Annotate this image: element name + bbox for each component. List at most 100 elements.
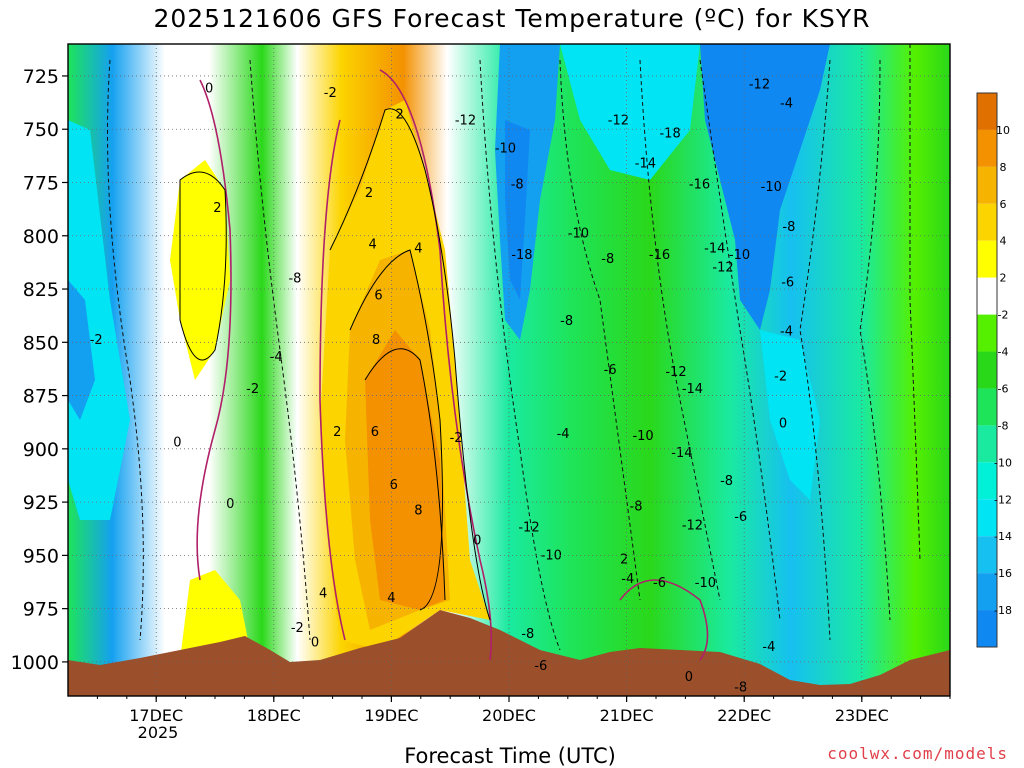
zero-contour-3	[319, 119, 346, 641]
field-warm-pocket-1	[170, 160, 230, 380]
contour-label: -12	[518, 521, 539, 536]
colorbar-label: -6	[998, 382, 1009, 395]
contour-label: -8	[782, 220, 795, 235]
colorbar-swatch	[977, 203, 997, 241]
x-tick-label: 19DEC	[364, 706, 418, 725]
x-axis-title: Forecast Time (UTC)	[404, 744, 616, 768]
contour-label: 8	[414, 504, 422, 519]
contour-label: -14	[635, 156, 656, 171]
colorbar-swatch	[977, 129, 997, 167]
contour-label: -4	[762, 640, 775, 655]
colorbar-swatch	[977, 93, 997, 130]
pos-contour-2	[349, 249, 443, 611]
x-axis-year-label: 2025	[138, 723, 179, 742]
neg-contour-8	[859, 59, 891, 621]
colorbar-label: 2	[1000, 272, 1007, 285]
colorbar-swatch	[977, 240, 997, 278]
colorbar: 10 8 6 4 2 -2 -4 -6 -8 -10 -12 -14 -16 -18	[976, 92, 1012, 648]
contour-label: -2	[450, 431, 463, 446]
grid	[68, 44, 950, 696]
contour-label: -10	[761, 180, 782, 195]
contour-label: -2	[90, 333, 103, 348]
y-tick-label: 950	[23, 545, 59, 567]
y-tick-label: 1000	[11, 652, 59, 674]
pos-contour-3	[364, 348, 446, 601]
colorbar-label: 6	[1000, 198, 1007, 211]
contour-label: -12	[665, 365, 686, 380]
contour-label: 2	[333, 425, 341, 440]
y-tick-label: 850	[23, 332, 59, 354]
contour-label: 0	[779, 416, 787, 431]
contour-label: -14	[682, 382, 703, 397]
contour-label: -18	[511, 248, 532, 263]
y-tick-label: 725	[23, 66, 59, 88]
colorbar-swatch	[977, 536, 997, 574]
contour-label: -8	[720, 474, 733, 489]
contour-label: -12	[455, 114, 476, 129]
contour-label: 0	[685, 670, 693, 685]
colorbar-swatch	[977, 425, 997, 463]
contour-label: -8	[521, 627, 534, 642]
zero-contour-1	[196, 79, 232, 581]
colorbar-label: -12	[994, 493, 1012, 506]
contour-label: -2	[246, 382, 259, 397]
contour-label: -4	[621, 572, 634, 587]
x-tick-label: 22DEC	[717, 706, 771, 725]
contour-label: -12	[712, 261, 733, 276]
contour-label: 4	[319, 587, 327, 602]
colorbar-label: 8	[1000, 161, 1007, 174]
colorbar-swatch	[977, 462, 997, 500]
contour-label: 4	[387, 591, 395, 606]
contour-label: -6	[604, 363, 617, 378]
credit-link[interactable]: coolwx.com/models	[827, 744, 1008, 763]
contour-label: -16	[689, 178, 710, 193]
colorbar-label: -18	[994, 604, 1012, 617]
contour-label: -10	[495, 141, 516, 156]
colorbar-swatch	[977, 388, 997, 426]
x-tick-label: 18DEC	[247, 706, 301, 725]
contour-label: -8	[734, 680, 747, 695]
zero-contour-2	[379, 69, 493, 661]
field-west-cold	[68, 120, 130, 520]
contour-label: -10	[541, 548, 562, 563]
contour-label: -14	[704, 242, 725, 257]
contour-label: 6	[390, 478, 398, 493]
contour-label: -4	[780, 325, 793, 340]
contour-label: -12	[682, 519, 703, 534]
neg-contour-6	[699, 59, 781, 621]
contour-label: 2	[620, 553, 628, 568]
contour-label: 4	[368, 237, 376, 252]
colorbar-swatch	[977, 166, 997, 204]
contour-label: -4	[270, 350, 283, 365]
colorbar-label: 4	[1000, 235, 1007, 248]
y-tick-label: 750	[23, 119, 59, 141]
contour-label: 2	[213, 201, 221, 216]
neg-contour-2	[249, 59, 311, 641]
y-tick-label: 775	[23, 172, 59, 194]
pos-contour-4	[179, 171, 227, 361]
chart-title: 2025121606 GFS Forecast Temperature (ºC)…	[153, 4, 871, 33]
field-warm-core-2	[365, 330, 445, 610]
contour-label: -8	[511, 178, 524, 193]
contour-label: 4	[414, 242, 422, 257]
neg-contours	[107, 44, 921, 651]
contour-label: -6	[653, 576, 666, 591]
colorbar-label: -2	[998, 309, 1009, 322]
y-tick-label: 975	[23, 599, 59, 621]
colorbar-swatch	[977, 314, 997, 352]
neg-contour-4	[559, 59, 641, 601]
colorbar-swatch	[977, 610, 997, 647]
colorbar-swatch	[977, 351, 997, 389]
contour-label: -6	[734, 510, 747, 525]
y-tick-label: 900	[23, 439, 59, 461]
contour-label: -6	[534, 659, 547, 674]
y-tick-label: 800	[23, 226, 59, 248]
contour-label: -2	[324, 86, 337, 101]
contour-label: 2	[395, 107, 403, 122]
contour-label: -8	[288, 271, 301, 286]
colorbar-swatch	[977, 277, 997, 315]
colorbar-label: -10	[994, 456, 1012, 469]
y-tick-label: 825	[23, 279, 59, 301]
